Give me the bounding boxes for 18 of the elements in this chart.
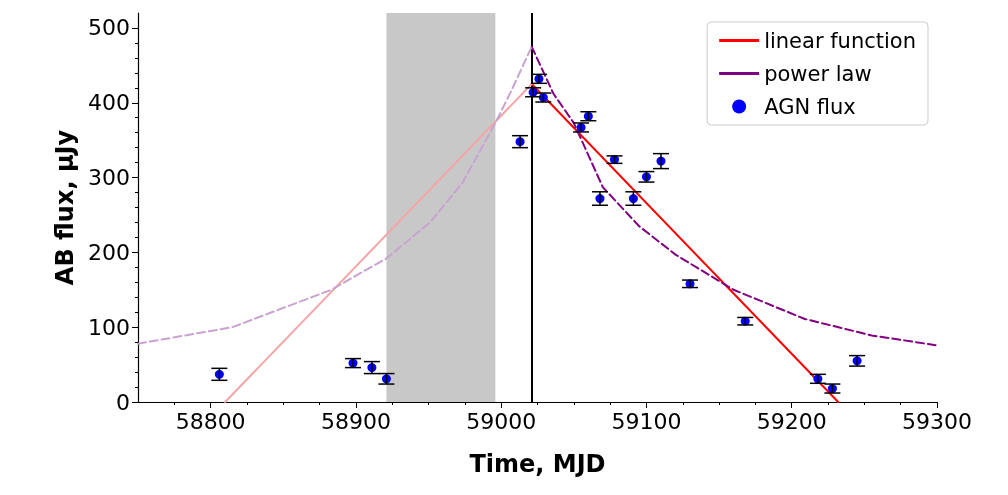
x-axis-title: Time, MJD <box>469 450 606 478</box>
y-tick-label: 100 <box>88 314 130 340</box>
x-tick-label: 58900 <box>320 408 391 434</box>
legend-label: AGN flux <box>764 94 856 119</box>
y-tick-label: 0 <box>116 389 130 415</box>
x-tick-label: 58800 <box>175 408 246 434</box>
y-tick-label: 500 <box>88 15 130 41</box>
y-axis-title: AB flux, μJy <box>51 129 80 286</box>
x-tick-label: 59200 <box>756 408 827 434</box>
legend-label: linear function <box>764 28 917 53</box>
x-tick-label: 59100 <box>611 408 682 434</box>
x-tick-label: 59000 <box>466 408 537 434</box>
legend-label: power law <box>764 61 872 86</box>
y-tick-label: 200 <box>88 239 130 265</box>
y-tick-label: 300 <box>88 165 130 191</box>
line-series <box>137 45 533 345</box>
x-tick-label: 59300 <box>902 408 972 434</box>
y-tick-label: 400 <box>88 90 130 116</box>
